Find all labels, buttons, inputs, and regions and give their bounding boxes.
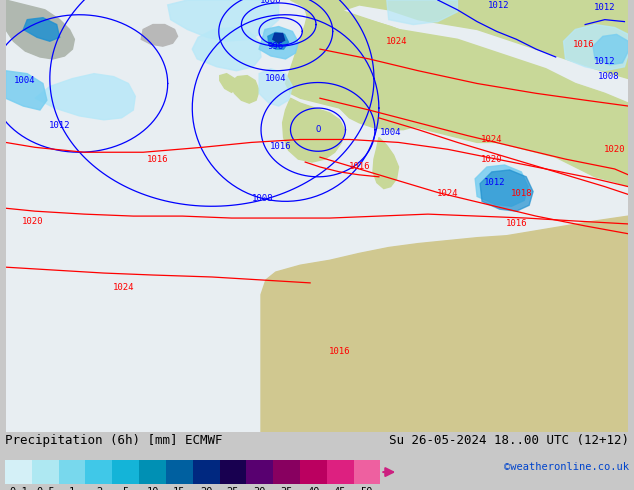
Text: 1000: 1000 xyxy=(260,0,281,5)
Polygon shape xyxy=(192,27,261,71)
Bar xyxy=(300,460,327,484)
Text: 1016: 1016 xyxy=(506,219,527,228)
Text: 1012: 1012 xyxy=(484,178,505,187)
Text: 1016: 1016 xyxy=(147,155,169,164)
Text: 1024: 1024 xyxy=(481,135,503,145)
Polygon shape xyxy=(220,74,236,92)
Text: 1024: 1024 xyxy=(113,283,134,292)
Text: 30: 30 xyxy=(254,487,266,490)
Polygon shape xyxy=(261,216,628,432)
Text: 1020: 1020 xyxy=(481,155,503,164)
Bar xyxy=(219,460,247,484)
Text: 1004: 1004 xyxy=(380,127,401,137)
Text: 0.1: 0.1 xyxy=(9,487,28,490)
Polygon shape xyxy=(259,69,292,106)
Text: 1024: 1024 xyxy=(386,37,407,46)
Polygon shape xyxy=(283,98,344,162)
Polygon shape xyxy=(564,24,628,71)
Text: 40: 40 xyxy=(307,487,320,490)
Text: 35: 35 xyxy=(280,487,293,490)
Polygon shape xyxy=(475,165,528,206)
Text: 15: 15 xyxy=(173,487,186,490)
Bar xyxy=(166,460,193,484)
Polygon shape xyxy=(273,33,285,43)
Text: 1: 1 xyxy=(69,487,75,490)
Bar xyxy=(32,460,59,484)
Polygon shape xyxy=(290,0,628,78)
Bar xyxy=(139,460,166,484)
Text: 5: 5 xyxy=(122,487,129,490)
Text: 1018: 1018 xyxy=(510,190,532,198)
Polygon shape xyxy=(230,75,259,103)
Text: O: O xyxy=(315,125,321,134)
Text: 1004: 1004 xyxy=(13,76,35,85)
Text: 996: 996 xyxy=(268,42,284,51)
Text: 1020: 1020 xyxy=(337,0,358,2)
Bar xyxy=(193,460,219,484)
Text: 1016: 1016 xyxy=(349,162,370,171)
Polygon shape xyxy=(141,24,178,46)
Polygon shape xyxy=(6,71,47,110)
Polygon shape xyxy=(593,34,628,65)
Polygon shape xyxy=(35,74,135,120)
Text: 1012: 1012 xyxy=(594,3,616,12)
Text: 0.5: 0.5 xyxy=(36,487,55,490)
Bar xyxy=(247,460,273,484)
Text: Su 26-05-2024 18..00 UTC (12+12): Su 26-05-2024 18..00 UTC (12+12) xyxy=(389,434,629,447)
Polygon shape xyxy=(259,26,299,59)
Polygon shape xyxy=(285,0,628,187)
Polygon shape xyxy=(6,0,74,59)
Text: 1016: 1016 xyxy=(573,40,594,49)
Polygon shape xyxy=(373,138,399,189)
Text: 1012: 1012 xyxy=(49,121,70,130)
Polygon shape xyxy=(168,0,279,41)
Text: 20: 20 xyxy=(200,487,212,490)
Polygon shape xyxy=(23,18,60,41)
Bar xyxy=(112,460,139,484)
Text: 25: 25 xyxy=(227,487,239,490)
Text: 1020: 1020 xyxy=(562,0,584,2)
Polygon shape xyxy=(480,170,533,211)
Bar xyxy=(86,460,112,484)
Text: 1020: 1020 xyxy=(604,145,625,154)
Text: 1020: 1020 xyxy=(22,217,44,226)
Text: 1024: 1024 xyxy=(437,190,458,198)
Text: 45: 45 xyxy=(334,487,346,490)
Bar xyxy=(273,460,300,484)
Text: 1012: 1012 xyxy=(594,57,616,66)
Text: Precipitation (6h) [mm] ECMWF: Precipitation (6h) [mm] ECMWF xyxy=(5,434,223,447)
Text: 1004: 1004 xyxy=(265,74,287,82)
Bar xyxy=(327,460,354,484)
Text: ©weatheronline.co.uk: ©weatheronline.co.uk xyxy=(504,462,629,472)
Text: 1012: 1012 xyxy=(488,1,510,10)
Text: 1008: 1008 xyxy=(252,195,274,203)
Text: 2: 2 xyxy=(96,487,102,490)
Text: 1016: 1016 xyxy=(329,346,351,356)
Bar xyxy=(59,460,86,484)
Text: 50: 50 xyxy=(361,487,373,490)
Polygon shape xyxy=(268,32,288,49)
Text: 1012: 1012 xyxy=(574,0,596,2)
Text: 10: 10 xyxy=(146,487,158,490)
Text: 1016: 1016 xyxy=(270,142,292,151)
Text: 1008: 1008 xyxy=(598,72,619,80)
Text: 1018: 1018 xyxy=(344,0,365,2)
Polygon shape xyxy=(301,0,460,130)
Bar xyxy=(5,460,32,484)
Bar xyxy=(354,460,380,484)
Polygon shape xyxy=(387,0,458,24)
